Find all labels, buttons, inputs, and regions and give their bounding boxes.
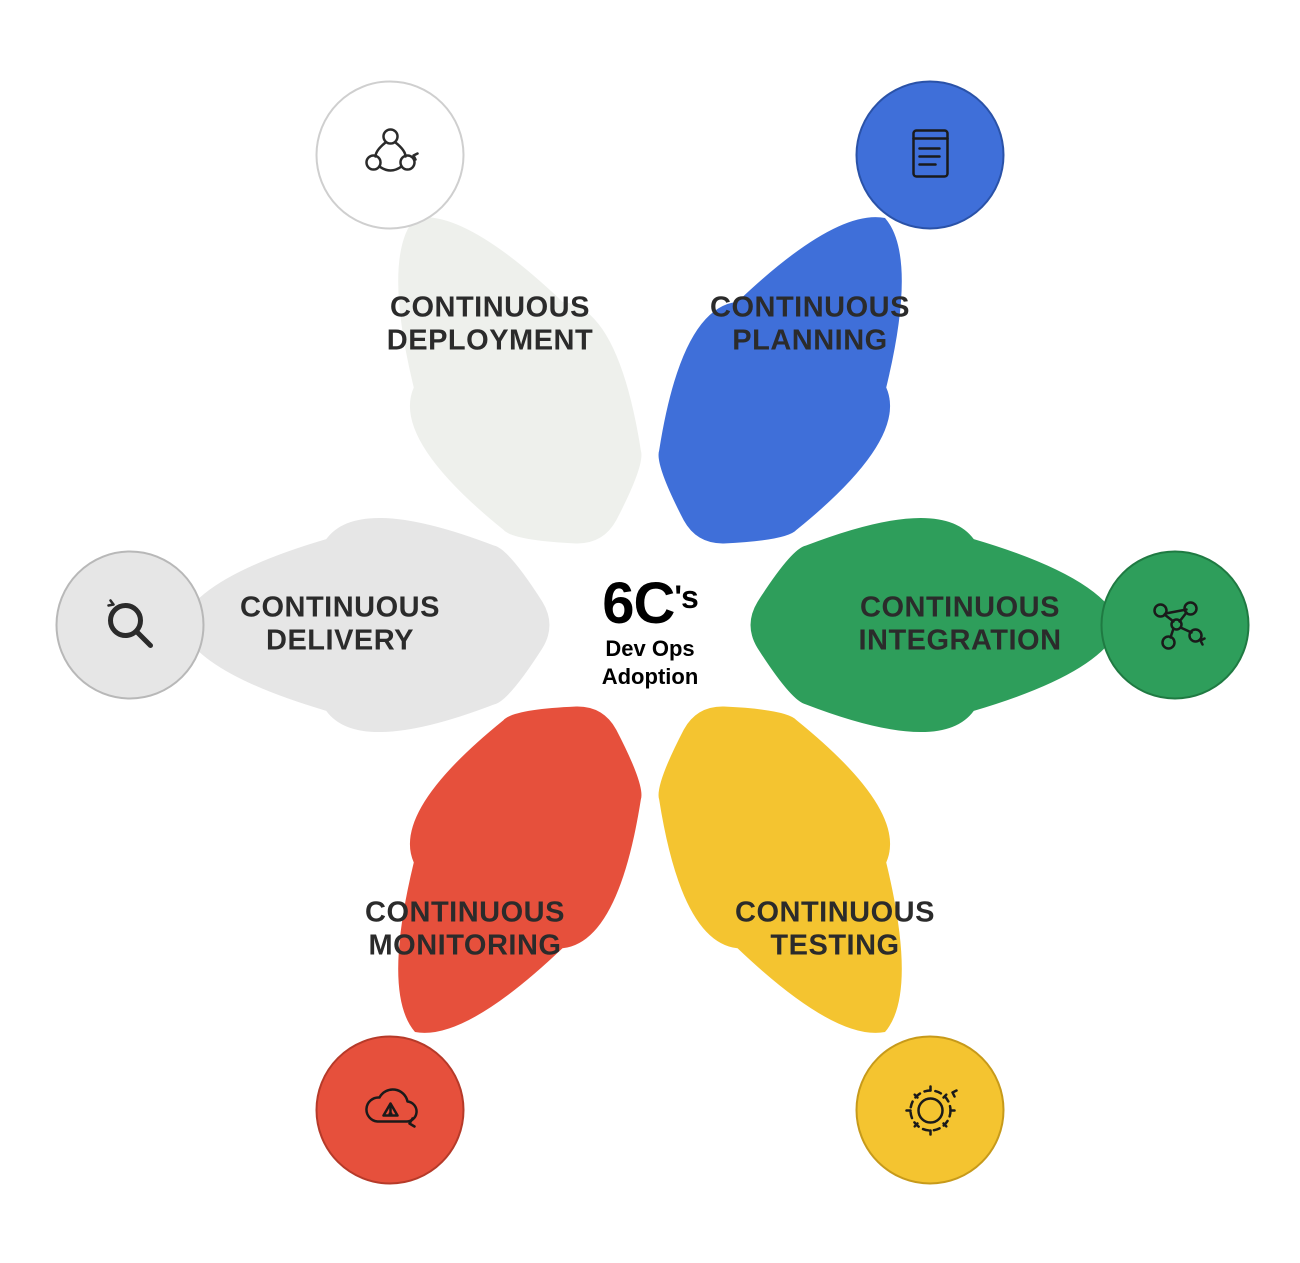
center-title: 6C's [602, 574, 699, 632]
label-delivery: CONTINUOUS DELIVERY [240, 592, 440, 659]
label-planning: CONTINUOUS PLANNING [710, 292, 910, 359]
center-title-main: 6C [602, 570, 674, 635]
center-subtitle-line1: Dev Ops [602, 636, 699, 660]
infographic-stage: 6C's Dev Ops Adoption CONTINUOUS PLANNIN… [0, 0, 1300, 1263]
label-testing: CONTINUOUS TESTING [735, 897, 935, 964]
label-monitoring: CONTINUOUS MONITORING [365, 897, 565, 964]
center-title-suffix: 's [674, 578, 697, 614]
cloud-alert-icon [316, 1036, 465, 1185]
petal-testing [659, 707, 902, 1033]
center-subtitle-line2: Adoption [602, 665, 699, 689]
document-icon [856, 81, 1005, 230]
center-title-block: 6C's Dev Ops Adoption [602, 574, 699, 688]
label-deployment: CONTINUOUS DEPLOYMENT [387, 292, 593, 359]
petal-planning [659, 217, 902, 543]
network-icon [1101, 551, 1250, 700]
petal-deployment [398, 217, 641, 543]
petal-monitoring [398, 707, 641, 1033]
people-icon [316, 81, 465, 230]
magnify-icon [56, 551, 205, 700]
gear-icon [856, 1036, 1005, 1185]
label-integration: CONTINUOUS INTEGRATION [858, 592, 1061, 659]
